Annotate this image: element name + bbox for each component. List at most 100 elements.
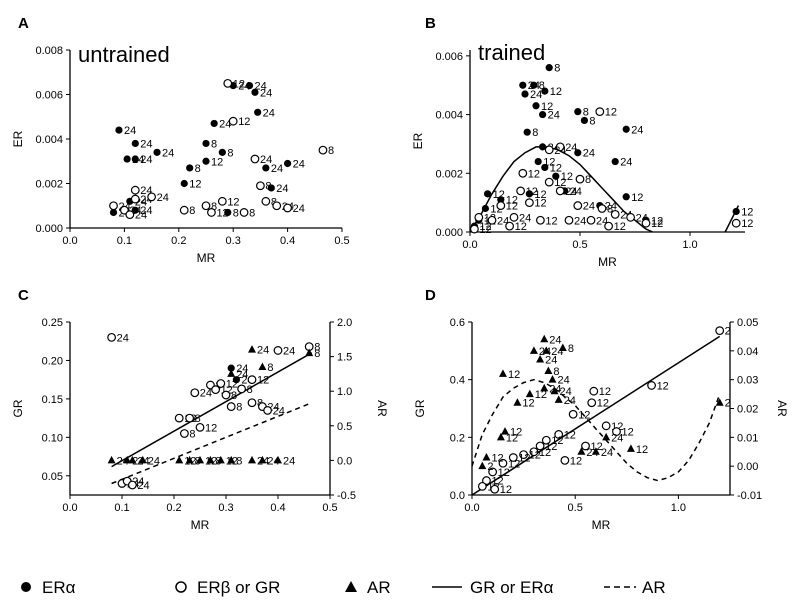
point-open-circle [610, 209, 620, 219]
point-filled-triangle [513, 398, 522, 406]
point-label: 24 [140, 154, 152, 166]
point-filled-circle [541, 87, 549, 95]
point-label: 24 [135, 210, 147, 222]
point-open-circle [256, 181, 265, 191]
point-label: 24 [255, 81, 267, 93]
y-tick-label: 0.25 [42, 317, 63, 329]
point-open-circle [601, 421, 611, 431]
y-tick-label: 0.008 [35, 45, 63, 57]
point-label: 12 [591, 441, 603, 453]
point-filled-circle [532, 102, 540, 110]
point-label: 24 [117, 455, 129, 467]
point-label: 24 [583, 201, 595, 213]
point-label: 24 [586, 447, 598, 459]
point-label: 24 [236, 363, 248, 375]
point-filled-triangle [196, 455, 204, 464]
point-label: 12 [539, 447, 551, 459]
point-filled-circle [521, 90, 529, 98]
point-label: 8 [314, 348, 320, 360]
point-filled-triangle [258, 455, 267, 464]
x-tick-label: 0.2 [166, 502, 181, 514]
point-label: 24 [271, 163, 283, 175]
point-label: 24 [539, 346, 551, 358]
legend-label: GR or ERα [470, 578, 554, 597]
point-label: 24 [219, 118, 231, 130]
point-filled-circle [622, 193, 630, 201]
point-label: 12 [227, 196, 239, 208]
point-open-circle [174, 413, 184, 423]
point-filled-circle [224, 208, 232, 217]
y2-tick-label: 0.02 [737, 404, 758, 416]
point-label: 24 [267, 455, 279, 467]
point-filled-triangle [248, 455, 256, 464]
x-tick-label: 0.5 [568, 502, 583, 514]
point-label: 12 [491, 453, 503, 465]
point-filled-circle [262, 164, 270, 172]
point-filled-circle [202, 139, 210, 148]
point-filled-triangle [138, 455, 147, 464]
point-open-circle [237, 384, 247, 394]
point-label: 8 [328, 145, 334, 157]
point-label: 8 [231, 390, 237, 402]
point-label: 12 [561, 171, 573, 183]
point-label: 12 [578, 409, 590, 421]
y2-tick-label: 0.05 [737, 317, 758, 329]
point-label: 24 [570, 186, 582, 198]
point-open-circle [505, 221, 515, 231]
point-open-circle [179, 205, 189, 215]
point-label: 24 [530, 89, 542, 101]
point-label: 24 [293, 158, 305, 170]
legend-triangle-icon [345, 581, 357, 592]
point-filled-circle [245, 82, 254, 90]
point-label: 24 [564, 395, 576, 407]
point-label: 12 [550, 86, 562, 98]
point-open-circle [581, 441, 590, 451]
point-label: 24 [574, 215, 586, 227]
point-label: 24 [601, 447, 613, 459]
point-filled-triangle [496, 432, 505, 441]
fit-curve-ar [471, 378, 721, 482]
point-label: 8 [539, 80, 545, 92]
point-filled-triangle [577, 447, 586, 455]
x-tick-label: 0.0 [462, 239, 477, 251]
point-open-circle [496, 201, 506, 210]
point-label: 24 [140, 138, 152, 150]
point-label: 12 [226, 379, 238, 391]
point-filled-triangle [227, 455, 236, 464]
panel-letter: C [18, 287, 29, 304]
point-filled-circle [232, 376, 240, 384]
x-tick-label: 0.1 [117, 235, 132, 247]
fit-curve-gr-era [471, 335, 721, 496]
point-label: 8 [233, 207, 239, 219]
point-label: 24 [519, 212, 531, 224]
point-label: 2 [487, 461, 493, 473]
point-label: 24 [148, 455, 160, 467]
point-filled-triangle [536, 354, 545, 363]
y2-tick-label: 1.0 [337, 386, 352, 398]
point-label: 24 [137, 480, 149, 492]
point-open-circle [529, 447, 539, 457]
y-tick-label: 0.05 [42, 471, 63, 483]
point-open-circle [247, 375, 257, 385]
point-label: 12 [510, 427, 522, 439]
point-label: 12 [651, 215, 663, 227]
x-tick-label: 0.3 [218, 502, 233, 514]
point-label: 8 [553, 366, 559, 378]
point-label: 24 [257, 345, 269, 357]
point-label: 8 [314, 342, 320, 354]
point-filled-triangle [525, 389, 534, 398]
x-tick-label: 0.5 [572, 239, 587, 251]
y-tick-label: 0.10 [42, 432, 63, 444]
point-filled-circle [484, 190, 492, 198]
panel-c: C 0.0 0.1 0.2 0.3 0.4 0.5 0.05 0.10 0.15 0.20 0.25 -… [11, 287, 389, 532]
point-label: 12 [233, 78, 245, 90]
point-open-circle [127, 480, 137, 490]
point-filled-circle [109, 208, 118, 217]
point-label: 12 [636, 444, 648, 456]
point-label: 12 [508, 458, 520, 470]
point-label: 12 [500, 484, 512, 496]
point-open-circle [518, 168, 528, 178]
point-label: 12 [541, 101, 553, 113]
point-label: 12 [605, 107, 617, 119]
point-filled-circle [525, 190, 534, 198]
